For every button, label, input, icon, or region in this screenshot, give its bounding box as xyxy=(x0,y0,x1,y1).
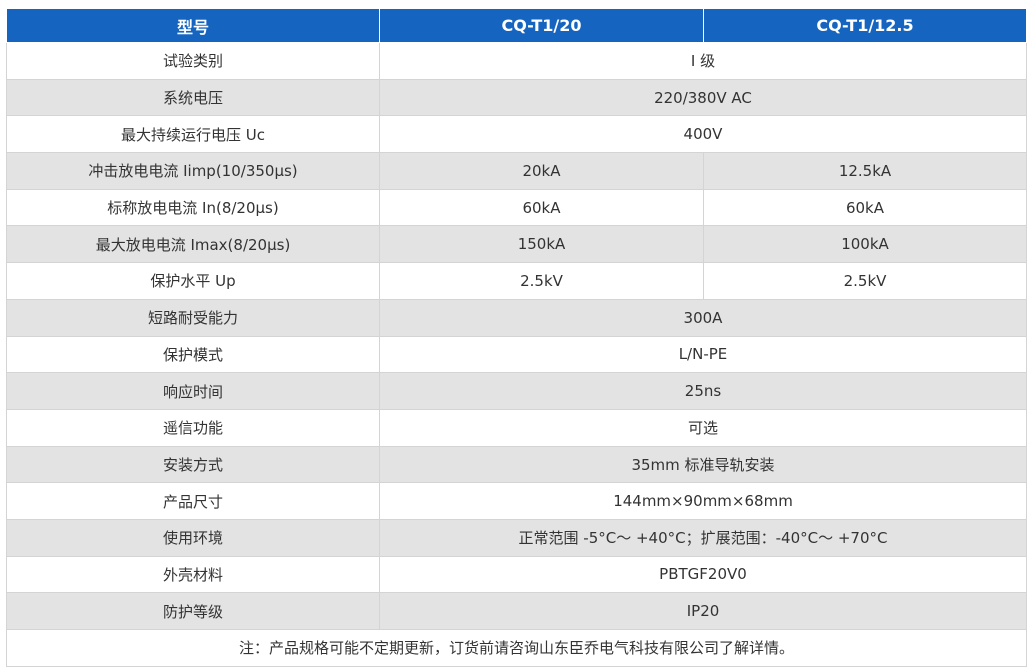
row-value: 300A xyxy=(379,298,1027,337)
row-label: 冲击放电电流 Iimp(10/350μs) xyxy=(6,152,380,190)
row-label: 产品尺寸 xyxy=(6,482,380,520)
table-row: 冲击放电电流 Iimp(10/350μs) 20kA 12.5kA xyxy=(6,152,1027,190)
table-row: 最大持续运行电压 Uc 400V xyxy=(6,115,1027,154)
row-label: 防护等级 xyxy=(6,592,380,630)
table-row: 响应时间 25ns xyxy=(6,372,1027,410)
row-label: 使用环境 xyxy=(6,518,380,557)
table-row: 产品尺寸 144mm×90mm×68mm xyxy=(6,482,1027,520)
table-row: 遥信功能 可选 xyxy=(6,408,1027,447)
row-label: 保护水平 Up xyxy=(6,262,380,300)
table-row: 试验类别 I 级 xyxy=(6,42,1027,80)
row-value: 35mm 标准导轨安装 xyxy=(379,445,1027,484)
row-value-variant-1: 2.5kV xyxy=(379,262,704,300)
row-label: 响应时间 xyxy=(6,372,380,410)
row-label: 最大放电电流 Imax(8/20μs) xyxy=(6,225,380,264)
row-value: 220/380V AC xyxy=(379,78,1027,117)
table-row: 最大放电电流 Imax(8/20μs) 150kA 100kA xyxy=(6,225,1027,264)
table-note: 注：产品规格可能不定期更新，订货前请咨询山东臣乔电气科技有限公司了解详情。 xyxy=(6,629,1027,667)
table-row: 系统电压 220/380V AC xyxy=(6,78,1027,117)
row-value-variant-1: 150kA xyxy=(379,225,704,264)
table-row: 使用环境 正常范围 -5°C～ +40°C；扩展范围：-40°C～ +70°C xyxy=(6,518,1027,557)
row-value: PBTGF20V0 xyxy=(379,555,1027,594)
row-label: 遥信功能 xyxy=(6,408,380,447)
table-row: 保护水平 Up 2.5kV 2.5kV xyxy=(6,262,1027,300)
row-label: 安装方式 xyxy=(6,445,380,484)
note-row: 注：产品规格可能不定期更新，订货前请咨询山东臣乔电气科技有限公司了解详情。 xyxy=(6,629,1027,667)
row-label: 短路耐受能力 xyxy=(6,298,380,337)
table-header-row: 型号 CQ-T1/20 CQ-T1/12.5 xyxy=(6,8,1027,43)
row-value: I 级 xyxy=(379,42,1027,80)
spec-table-container: 型号 CQ-T1/20 CQ-T1/12.5 试验类别 I 级 系统电压 220… xyxy=(6,8,1027,667)
row-value-variant-1: 20kA xyxy=(379,152,704,190)
header-variant-2: CQ-T1/12.5 xyxy=(703,8,1027,43)
row-label: 试验类别 xyxy=(6,42,380,80)
row-value: 25ns xyxy=(379,372,1027,410)
row-value-variant-2: 2.5kV xyxy=(703,262,1027,300)
table-row: 保护模式 L/N-PE xyxy=(6,335,1027,374)
row-label: 系统电压 xyxy=(6,78,380,117)
row-value: 400V xyxy=(379,115,1027,154)
row-value: L/N-PE xyxy=(379,335,1027,374)
row-value: 正常范围 -5°C～ +40°C；扩展范围：-40°C～ +70°C xyxy=(379,518,1027,557)
spec-table: 型号 CQ-T1/20 CQ-T1/12.5 试验类别 I 级 系统电压 220… xyxy=(6,8,1027,667)
row-label: 保护模式 xyxy=(6,335,380,374)
row-value-variant-2: 100kA xyxy=(703,225,1027,264)
header-model: 型号 xyxy=(6,8,380,43)
table-row: 标称放电电流 In(8/20μs) 60kA 60kA xyxy=(6,188,1027,227)
row-value: IP20 xyxy=(379,592,1027,630)
row-value: 可选 xyxy=(379,408,1027,447)
table-row: 安装方式 35mm 标准导轨安装 xyxy=(6,445,1027,484)
header-variant-1: CQ-T1/20 xyxy=(379,8,704,43)
row-value: 144mm×90mm×68mm xyxy=(379,482,1027,520)
table-row: 短路耐受能力 300A xyxy=(6,298,1027,337)
table-row: 外壳材料 PBTGF20V0 xyxy=(6,555,1027,594)
row-value-variant-2: 12.5kA xyxy=(703,152,1027,190)
table-row: 防护等级 IP20 xyxy=(6,592,1027,630)
row-label: 外壳材料 xyxy=(6,555,380,594)
row-label: 标称放电电流 In(8/20μs) xyxy=(6,188,380,227)
row-value-variant-2: 60kA xyxy=(703,188,1027,227)
row-label: 最大持续运行电压 Uc xyxy=(6,115,380,154)
row-value-variant-1: 60kA xyxy=(379,188,704,227)
